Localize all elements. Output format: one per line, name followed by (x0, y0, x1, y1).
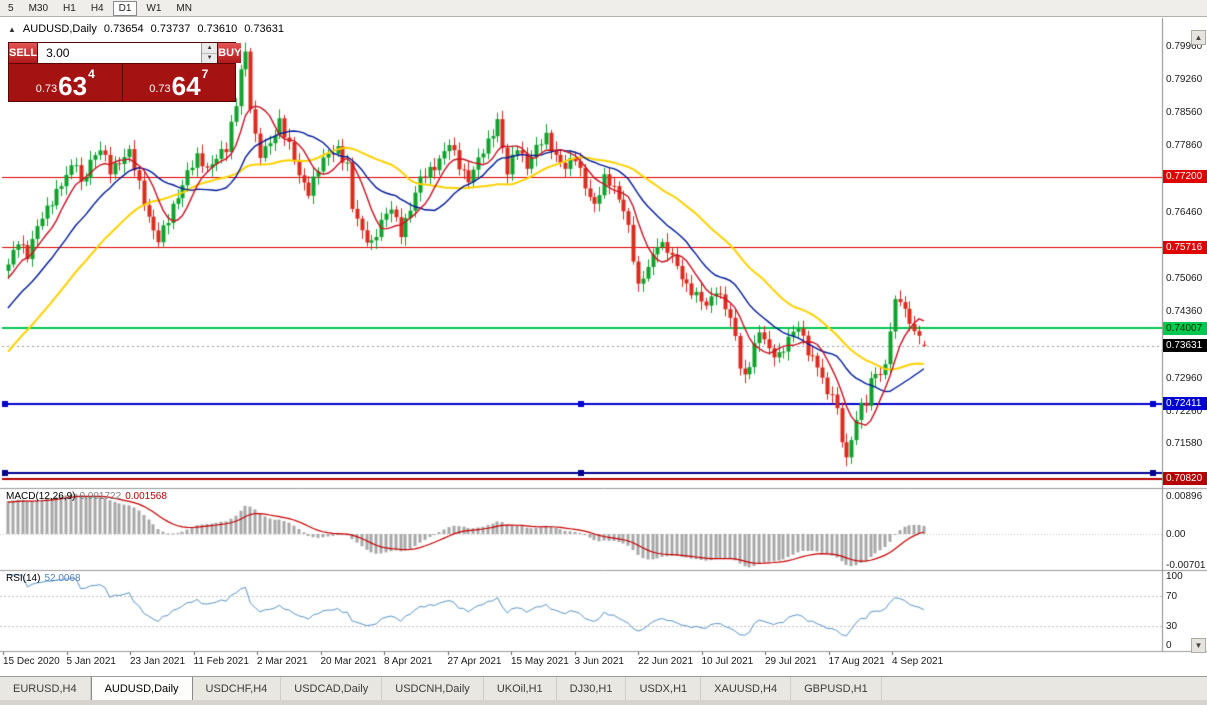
price-line-badge[interactable]: 0.70820 (1163, 472, 1207, 486)
date-axis-label: 11 Feb 2021 (193, 656, 249, 667)
timeframe-button-m30[interactable]: M30 (28, 2, 49, 14)
buy-button[interactable]: BUY (218, 43, 242, 63)
timeframe-button-d1[interactable]: D1 (112, 0, 138, 16)
rsi-indicator-label: RSI(14) 52.0068 (6, 573, 81, 584)
price-tick-label: 0.75060 (1166, 273, 1203, 285)
chart-tab-gbpusd-h1[interactable]: GBPUSD,H1 (791, 677, 882, 700)
chart-tab-usdcad-daily[interactable]: USDCAD,Daily (281, 677, 383, 700)
chart-symbol-icon: ▲ (8, 24, 16, 34)
scroll-down-button[interactable]: ▼ (1191, 638, 1206, 653)
timeframe-button-h1[interactable]: H1 (63, 2, 76, 14)
chart-tab-audusd-daily[interactable]: AUDUSD,Daily (90, 677, 193, 700)
volume-box: ▲ ▼ (37, 43, 219, 63)
date-axis-label: 15 Dec 2020 (3, 656, 60, 667)
buy-price-sup: 7 (201, 67, 209, 81)
date-axis-label: 2 Mar 2021 (257, 656, 308, 667)
scroll-up-button[interactable]: ▲ (1191, 30, 1206, 45)
price-tick-label: 0.72960 (1166, 372, 1203, 384)
window-bottom-edge (0, 700, 1207, 705)
ohlc-low: 0.73610 (197, 23, 238, 35)
volume-spinner: ▲ ▼ (201, 43, 218, 63)
price-tick-label: 0.71580 (1166, 437, 1203, 449)
timeframe-button-h4[interactable]: H4 (90, 2, 104, 14)
one-click-trading-panel: SELL ▲ ▼ BUY 0.73 63 4 0.73 64 7 (8, 42, 242, 102)
buy-quote[interactable]: 0.73 64 7 (122, 64, 235, 101)
date-axis-label: 17 Aug 2021 (828, 656, 885, 667)
macd-indicator-label: MACD(12,26,9) 0.001722 0.001568 (6, 491, 167, 502)
date-axis-label: 10 Jul 2021 (701, 656, 754, 667)
price-tick-label: 0.78560 (1166, 107, 1203, 119)
chart-tab-ukoil-h1[interactable]: UKOil,H1 (484, 677, 557, 700)
price-line-badge[interactable]: 0.75716 (1163, 240, 1207, 254)
price-tick-label: 0.79260 (1166, 74, 1203, 86)
rsi-axis-label: 100 (1166, 571, 1183, 582)
date-axis-label: 27 Apr 2021 (447, 656, 502, 667)
current-price-badge: 0.73631 (1163, 339, 1207, 353)
price-line-badge[interactable]: 0.72411 (1163, 397, 1207, 411)
sell-price-sup: 4 (88, 67, 95, 81)
sell-quote[interactable]: 0.73 63 4 (9, 64, 123, 101)
date-axis-label: 20 Mar 2021 (320, 656, 377, 667)
macd-axis-label: -0.00701 (1166, 560, 1206, 572)
price-tick-label: 0.72260 (1166, 405, 1203, 417)
ohlc-open: 0.73654 (103, 23, 144, 35)
ohlc-high: 0.73737 (150, 23, 191, 35)
sell-price-prefix: 0.73 (35, 83, 58, 95)
timeframe-toolbar: 5 M30 H1 H4 D1 W1 MN (0, 0, 1207, 17)
sell-button[interactable]: SELL (9, 43, 38, 63)
date-axis-label: 3 Jun 2021 (574, 656, 625, 667)
timeframe-button-5[interactable]: 5 (8, 2, 14, 14)
price-line-badge[interactable]: 0.74007 (1163, 321, 1207, 335)
chart-ohlc-header: ▲ AUDUSD,Daily 0.73654 0.73737 0.73610 0… (8, 23, 284, 35)
price-tick-label: 0.79960 (1166, 40, 1203, 52)
chart-tab-xauusd-h4[interactable]: XAUUSD,H4 (701, 677, 792, 700)
rsi-axis-label: 0 (1166, 640, 1172, 651)
chart-tab-dj30-h1[interactable]: DJ30,H1 (557, 677, 627, 700)
date-axis-label: 4 Sep 2021 (892, 656, 944, 667)
date-axis-label: 15 May 2021 (511, 656, 569, 667)
date-axis-label: 22 Jun 2021 (638, 656, 694, 667)
date-axis-label: 8 Apr 2021 (384, 656, 433, 667)
macd-axis-label: 0.00 (1166, 529, 1186, 541)
chart-tab-usdx-h1[interactable]: USDX,H1 (626, 677, 702, 700)
macd-axis-label: 0.00896 (1166, 491, 1203, 502)
timeframe-button-w1[interactable]: W1 (146, 2, 162, 14)
price-tick-label: 0.76460 (1166, 206, 1203, 218)
chart-tab-eurusd-h4[interactable]: EURUSD,H4 (0, 677, 91, 700)
timeframe-button-mn[interactable]: MN (176, 2, 192, 14)
chart-tab-usdchf-h4[interactable]: USDCHF,H4 (193, 677, 282, 700)
chart-tab-usdcnh-daily[interactable]: USDCNH,Daily (382, 677, 484, 700)
rsi-axis-label: 70 (1166, 590, 1178, 602)
volume-decrease-button[interactable]: ▼ (202, 53, 218, 63)
sell-price-big: 63 (58, 71, 88, 101)
date-axis-label: 29 Jul 2021 (765, 656, 817, 667)
date-axis-label: 23 Jan 2021 (130, 656, 186, 667)
volume-input[interactable] (38, 43, 202, 63)
buy-price-big: 64 (171, 71, 201, 101)
volume-increase-button[interactable]: ▲ (202, 43, 218, 54)
price-line-badge[interactable]: 0.77200 (1163, 170, 1207, 184)
price-tick-label: 0.74360 (1166, 306, 1203, 318)
buy-price-prefix: 0.73 (149, 83, 171, 95)
price-tick-label: 0.77860 (1166, 140, 1203, 152)
chart-tab-bar: EURUSD,H4 AUDUSD,Daily USDCHF,H4 USDCAD,Dai… (0, 676, 1207, 700)
date-axis-label: 5 Jan 2021 (66, 656, 117, 667)
rsi-axis-label: 30 (1166, 621, 1178, 633)
chart-symbol-label: AUDUSD,Daily (22, 23, 97, 35)
ohlc-close: 0.73631 (244, 23, 284, 35)
